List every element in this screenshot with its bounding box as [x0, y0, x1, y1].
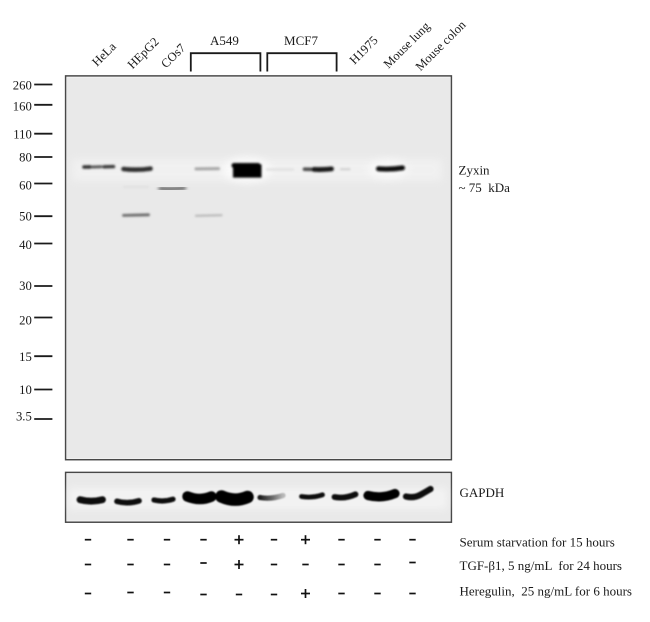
svg-text:HeLa: HeLa	[89, 39, 119, 69]
svg-text:~ 75 kDa: ~ 75 kDa	[459, 180, 511, 195]
svg-text:3.5: 3.5	[16, 409, 32, 423]
svg-text:GAPDH: GAPDH	[460, 485, 505, 500]
svg-text:30: 30	[19, 279, 32, 293]
svg-text:80: 80	[19, 151, 32, 165]
svg-text:50: 50	[19, 210, 32, 224]
svg-text:Serum starvation for 15 hours: Serum starvation for 15 hours	[460, 535, 615, 550]
svg-text:10: 10	[19, 383, 32, 397]
svg-text:Heregulin, 25 ng/mL for 6 hou: Heregulin, 25 ng/mL for 6 hours	[460, 584, 632, 599]
svg-text:260: 260	[13, 79, 32, 93]
svg-text:MCF7: MCF7	[284, 33, 318, 48]
svg-text:40: 40	[19, 238, 32, 252]
svg-text:HEpG2: HEpG2	[125, 35, 162, 72]
svg-text:15: 15	[19, 350, 32, 364]
svg-text:160: 160	[13, 100, 32, 114]
svg-text:60: 60	[19, 179, 32, 193]
svg-text:COs7: COs7	[158, 41, 188, 71]
svg-text:A549: A549	[210, 33, 239, 48]
svg-text:Zyxin: Zyxin	[459, 163, 491, 178]
svg-text:20: 20	[19, 313, 32, 327]
svg-text:TGF-β1, 5 ng/mL for 24 hours: TGF-β1, 5 ng/mL for 24 hours	[460, 558, 622, 573]
svg-text:110: 110	[13, 127, 32, 141]
svg-text:H1975: H1975	[347, 33, 381, 67]
